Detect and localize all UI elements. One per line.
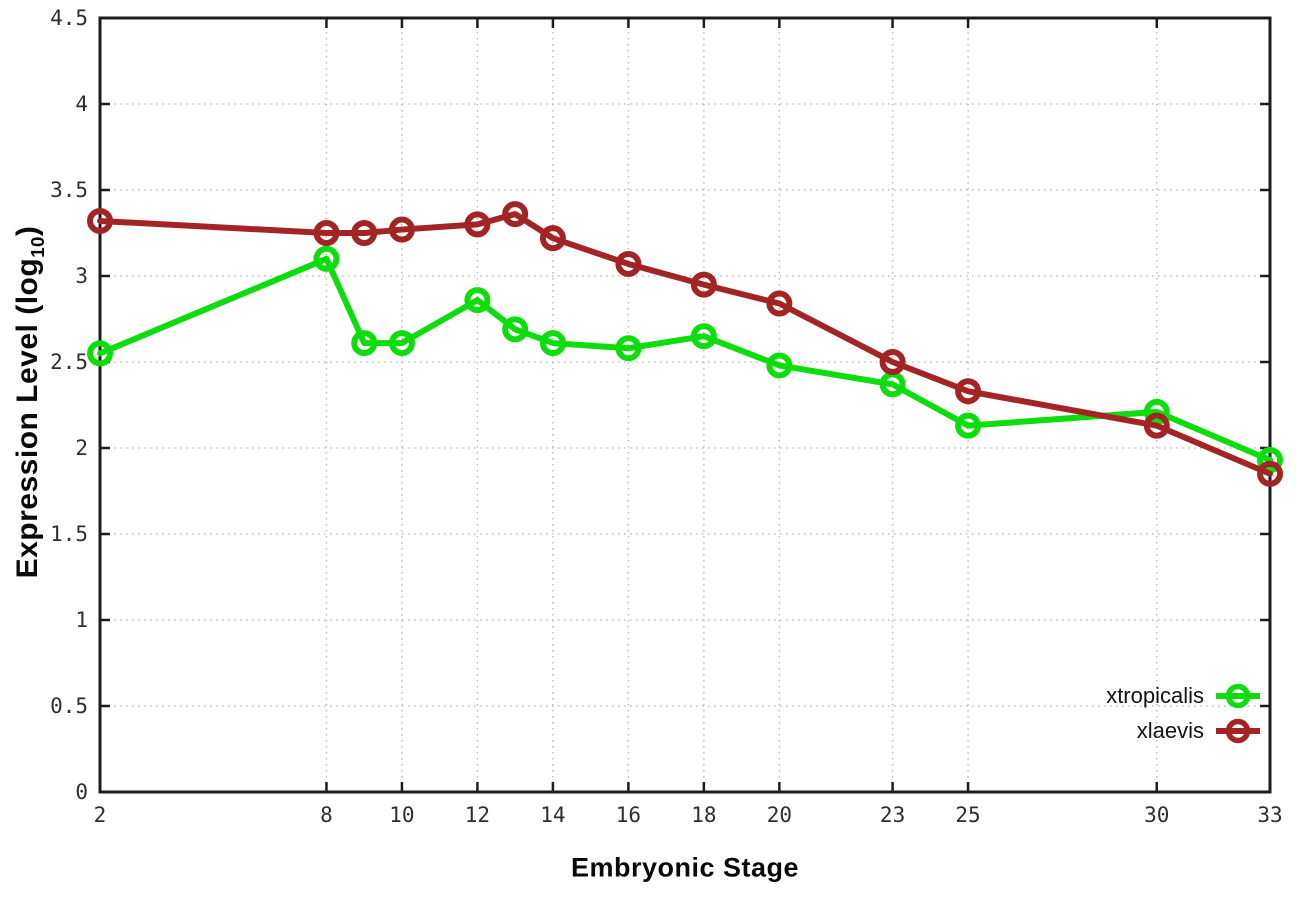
data-point-xlaevis	[879, 349, 906, 375]
svg-text:1: 1	[75, 608, 88, 632]
svg-text:23: 23	[880, 803, 905, 827]
data-point-xtropicalis	[502, 316, 529, 343]
data-point-xtropicalis	[766, 352, 793, 379]
svg-text:2.5: 2.5	[50, 350, 88, 374]
gridlines	[102, 20, 1268, 790]
data-point-xlaevis	[539, 225, 566, 252]
tick-marks	[98, 16, 1272, 794]
svg-text:0: 0	[75, 780, 88, 804]
data-point-xtropicalis	[464, 287, 491, 314]
data-point-xlaevis	[388, 216, 415, 243]
x-tick-labels: 2 8 10 12 14 16 18 20 23 25 30 33	[94, 803, 1283, 827]
svg-text:2: 2	[75, 436, 88, 460]
data-point-xtropicalis	[690, 323, 717, 350]
svg-text:8: 8	[320, 803, 333, 827]
y-axis-title-subscript: 10	[27, 236, 48, 258]
data-point-xtropicalis	[955, 412, 982, 439]
svg-text:20: 20	[767, 803, 792, 827]
svg-text:25: 25	[955, 803, 980, 827]
svg-text:30: 30	[1144, 803, 1169, 827]
legend-label-xlaevis: xlaevis	[1136, 717, 1204, 743]
svg-text:4.5: 4.5	[50, 6, 88, 30]
series-xtropicalis	[87, 245, 1283, 474]
x-axis-title: Embryonic Stage	[570, 852, 800, 883]
data-point-xlaevis	[1143, 412, 1170, 439]
data-point-xtropicalis	[1257, 447, 1283, 474]
data-point-xtropicalis	[615, 335, 642, 362]
series-xlaevis	[87, 201, 1283, 487]
y-axis-title-close: )	[11, 225, 44, 237]
data-point-xtropicalis	[539, 330, 566, 357]
svg-text:14: 14	[540, 803, 565, 827]
svg-text:2: 2	[94, 803, 107, 827]
svg-text:10: 10	[389, 803, 414, 827]
svg-text:16: 16	[616, 803, 641, 827]
legend-line-marker-icon	[1216, 683, 1260, 708]
svg-text:12: 12	[465, 803, 490, 827]
legend: xtropicalis xlaevis	[1106, 679, 1262, 747]
svg-text:0.5: 0.5	[50, 694, 88, 718]
series-line-xtropicalis	[97, 255, 1273, 464]
data-point-xlaevis	[615, 250, 642, 277]
data-point-xtropicalis	[388, 330, 415, 357]
svg-text:1.5: 1.5	[50, 522, 88, 546]
y-tick-labels: 0 0.5 1 1.5 2 2.5 3 3.5 4 4.5	[50, 6, 88, 804]
plot-border	[98, 16, 1272, 794]
y-axis-title-text: Expression Level (log	[11, 257, 44, 579]
legend-entry-xtropicalis: xtropicalis	[1106, 679, 1262, 712]
svg-text:18: 18	[691, 803, 716, 827]
data-point-xlaevis	[955, 378, 982, 405]
series-line-xlaevis	[97, 211, 1273, 477]
data-point-xtropicalis	[313, 245, 340, 272]
y-axis-title: Expression Level (log10)	[11, 226, 49, 579]
svg-text:3.5: 3.5	[50, 178, 88, 202]
data-point-xlaevis	[690, 271, 717, 298]
data-point-xlaevis	[766, 290, 793, 317]
data-point-xlaevis	[1257, 460, 1283, 487]
data-point-xtropicalis	[1143, 398, 1170, 425]
data-point-xlaevis	[351, 220, 378, 246]
legend-line-marker-icon	[1216, 718, 1260, 743]
svg-text:4: 4	[75, 92, 88, 116]
data-point-xlaevis	[464, 211, 491, 238]
data-point-xtropicalis	[87, 340, 113, 367]
svg-text:33: 33	[1257, 803, 1282, 827]
legend-label-xtropicalis: xtropicalis	[1106, 682, 1204, 708]
data-point-xlaevis	[502, 201, 529, 228]
svg-text:3: 3	[75, 264, 88, 288]
data-point-xlaevis	[313, 220, 340, 246]
data-point-xtropicalis	[351, 330, 378, 357]
legend-entry-xlaevis: xlaevis	[1137, 714, 1262, 747]
data-point-xlaevis	[87, 207, 113, 234]
